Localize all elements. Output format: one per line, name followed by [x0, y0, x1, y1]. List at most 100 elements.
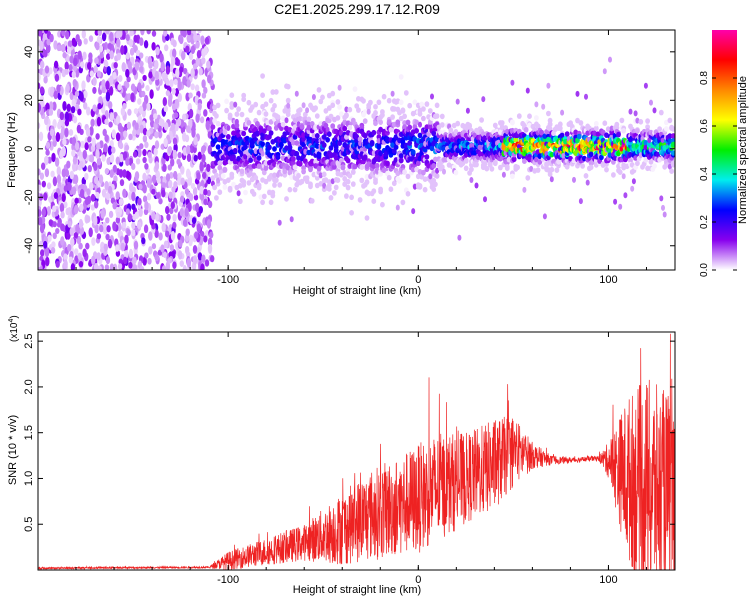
spectrogram-cell	[72, 78, 78, 88]
spectrogram-cell	[89, 70, 95, 78]
spectrogram-cell	[362, 133, 368, 139]
spectrogram-cell	[163, 240, 169, 249]
spectrogram-cell	[87, 61, 92, 70]
spectrogram-cell	[81, 80, 86, 90]
spectrogram-cell	[38, 122, 41, 130]
spectrogram-cell	[179, 208, 184, 217]
spectrogram-cell	[534, 115, 539, 121]
spectrogram-cell	[340, 164, 346, 171]
spectrogram-cell	[522, 122, 527, 129]
spectrogram-cell	[69, 227, 75, 237]
spectrogram-cell	[267, 144, 272, 151]
spectrogram-cell	[424, 101, 430, 107]
spectrogram-cell	[216, 177, 221, 184]
spectrogram-cell	[38, 192, 41, 199]
spectrogram-cell	[177, 176, 182, 186]
spectrogram-cell	[71, 149, 76, 157]
spectrogram-cell	[50, 86, 55, 96]
spectrogram-cell	[451, 164, 457, 170]
spectrogram-cell	[90, 204, 96, 211]
spectrogram-cell	[119, 179, 125, 187]
snr-series-line	[38, 333, 675, 570]
spectrogram-cell	[41, 48, 46, 56]
spectrogram-cell	[328, 195, 334, 201]
spectrogram-cell	[421, 106, 426, 112]
spectrogram-cell	[128, 261, 133, 269]
spectrogram-cell	[126, 121, 132, 130]
spectrogram-cell	[326, 179, 332, 185]
spectrogram-cell	[170, 230, 176, 241]
spectrogram-cell	[308, 183, 313, 190]
spectrogram-cell	[381, 93, 387, 100]
spectrogram-cell	[51, 152, 56, 163]
spectrogram-cell	[95, 133, 100, 140]
spectrogram-cell	[109, 263, 115, 270]
spectrogram-cell	[504, 164, 510, 170]
spectrogram-cell	[77, 108, 82, 116]
spectrogram-cell	[60, 126, 66, 137]
spectrogram-cell	[633, 110, 638, 117]
spectrogram-cell	[162, 96, 167, 107]
spectrogram-cell	[272, 172, 277, 178]
spectrogram-cell	[106, 225, 111, 233]
spectrogram-cell	[125, 157, 130, 166]
snr-scale-close: )	[9, 315, 20, 318]
spectrogram-cell	[557, 125, 563, 131]
spectrogram-cell	[190, 183, 196, 190]
spectrogram-cell	[161, 182, 167, 189]
spectrogram-cell	[284, 196, 289, 202]
spectrogram-cell	[611, 172, 616, 178]
spectrogram-cell	[96, 116, 102, 127]
spectrogram-cell	[73, 204, 79, 215]
spectrogram-cell	[541, 103, 546, 110]
spectrogram-cell	[578, 120, 584, 126]
spectrogram-cell	[412, 183, 417, 190]
spectrogram-cell	[532, 127, 538, 133]
spectrogram-cell	[101, 79, 106, 89]
spectrogram-cell	[122, 102, 127, 110]
colorbar-tick-label: 0.2	[699, 215, 710, 229]
spectrogram-cell	[203, 188, 208, 196]
spectrogram-cell	[175, 68, 180, 78]
spectrogram-cell	[120, 107, 126, 117]
spectrogram-cell	[78, 260, 84, 268]
spectrogram-cell	[67, 40, 73, 48]
spectrogram-cell	[125, 170, 130, 180]
spectrogram-cell	[430, 93, 434, 100]
spectrogram-cell	[201, 153, 206, 163]
spectrogram-cell	[207, 200, 213, 209]
spectrogram-cell	[77, 50, 82, 60]
spectrogram-cell	[373, 179, 378, 185]
spectrogram-cell	[71, 98, 77, 108]
spectrogram-cell	[84, 197, 90, 206]
spectrogram-cell	[442, 168, 446, 175]
spectrogram-cell	[45, 141, 51, 149]
spectrogram-cell	[191, 128, 196, 138]
spectrogram-cell	[193, 32, 198, 43]
spectrogram-cell	[53, 40, 58, 50]
spectrogram-cell	[45, 256, 50, 267]
spectrogram-cell	[71, 70, 77, 79]
spectrogram-cell	[294, 151, 300, 157]
spectrogram-cell	[325, 137, 330, 143]
spectrogram-cell	[272, 146, 277, 152]
spectrogram-cell	[161, 189, 166, 198]
spectrogram-cell	[419, 101, 425, 108]
spectrogram-cell	[428, 173, 433, 180]
spectrogram-cell	[47, 234, 52, 242]
spectrogram-cell	[124, 234, 129, 244]
spectrogram-cell	[177, 80, 182, 91]
spectrogram-cell	[499, 120, 505, 126]
spectrogram-cell	[523, 127, 529, 133]
spectrogram-cell	[74, 90, 80, 97]
spectrogram-cell	[130, 83, 136, 92]
spectrogram-cell	[185, 45, 190, 53]
spectrogram-cell	[477, 144, 483, 151]
spectrogram-cell	[115, 132, 121, 142]
spectrogram-cell	[104, 61, 109, 68]
spectrogram-cell	[147, 257, 152, 265]
spectrogram-cell	[62, 52, 67, 59]
spectrogram-cell	[167, 97, 173, 108]
spectrogram-cell	[391, 121, 397, 128]
